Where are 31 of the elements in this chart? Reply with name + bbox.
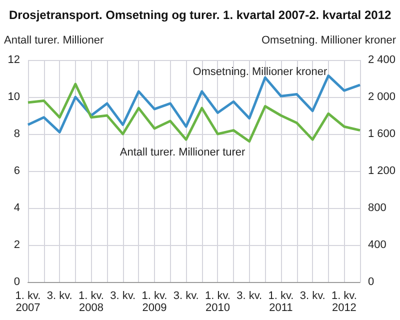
y2-tick-label: 0 (368, 276, 374, 288)
y2-tick-label: 2 000 (368, 91, 396, 103)
series-label: Antall turer. Millioner turer (120, 146, 246, 158)
x-tick-label: 1. kv. 2010 (204, 290, 230, 314)
y-tick-label: 4 (14, 202, 20, 214)
x-tick-label: 1. kv. 2009 (142, 290, 168, 314)
y2-tick-label: 400 (368, 239, 386, 251)
x-tick-label: 3. kv. (110, 290, 136, 302)
y-tick-label: 10 (8, 91, 20, 103)
y2-tick-label: 800 (368, 202, 386, 214)
x-tick-label: 1. kv. 2008 (78, 290, 104, 314)
line-series (26, 82, 362, 143)
x-tick-label: 1. kv. 2007 (15, 290, 41, 314)
x-tick-label: 3. kv. (236, 290, 262, 302)
chart-title: Drosjetransport. Omsetning og turer. 1. kvartal 2007-2. kvartal 2012 (9, 8, 392, 22)
y-tick-label: 8 (14, 128, 20, 140)
x-tick-label: 1. kv. 2012 (331, 290, 357, 314)
x-tick-label: 3. kv. (46, 290, 72, 302)
y2-tick-label: 2 400 (368, 54, 396, 66)
y-tick-label: 0 (14, 276, 20, 288)
y-tick-label: 6 (14, 165, 20, 177)
y2-tick-label: 1 600 (368, 128, 396, 140)
y-tick-label: 12 (8, 54, 20, 66)
x-tick-label: 3. kv. (300, 290, 326, 302)
y2-axis-title: Omsetning. Millioner kroner (262, 34, 396, 46)
x-tick-label: 1. kv. 2011 (268, 290, 294, 314)
x-tick-label: 3. kv. (173, 290, 199, 302)
y2-tick-label: 1 200 (368, 165, 396, 177)
y-axis-title: Antall turer. Millioner (4, 34, 104, 46)
series-label: Omsetning. Millioner kroner (192, 66, 328, 78)
y-tick-label: 2 (14, 239, 20, 251)
